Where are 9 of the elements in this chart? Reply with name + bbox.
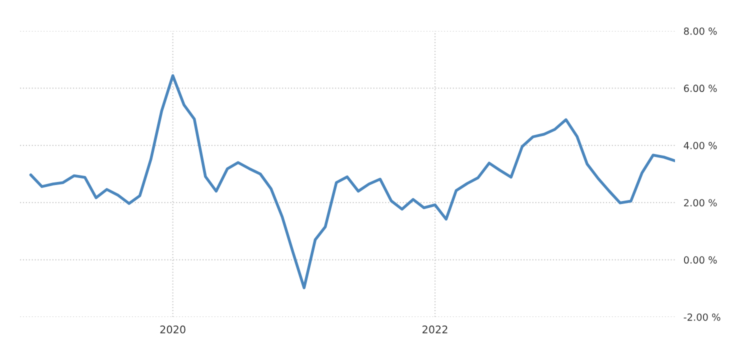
line-series xyxy=(29,74,675,290)
y-tick-label: 8.00 % xyxy=(684,27,717,35)
y-tick-label: -2.00 % xyxy=(684,313,720,321)
y-tick-label: 4.00 % xyxy=(684,142,717,150)
y-tick-label: 6.00 % xyxy=(684,84,717,92)
y-tick-label: 0.00 % xyxy=(684,256,717,264)
x-tick-label: 2020 xyxy=(160,326,186,334)
x-tick-label: 2022 xyxy=(422,326,448,334)
y-tick-label: 2.00 % xyxy=(684,199,717,206)
